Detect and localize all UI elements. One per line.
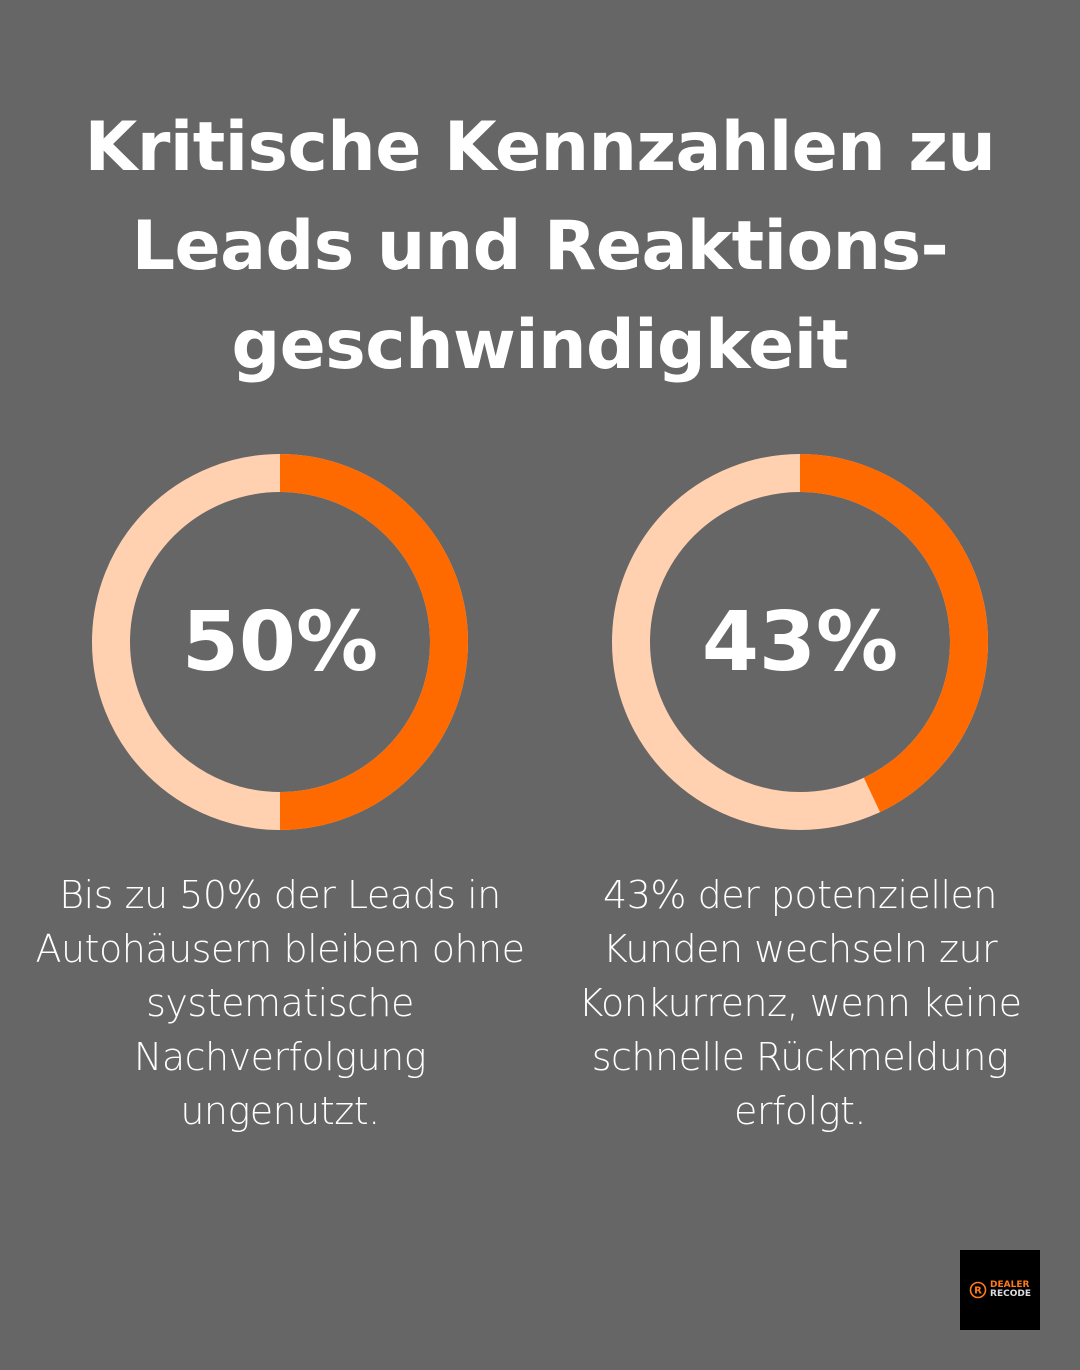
title-line: Kritische Kennzahlen zu [84, 108, 996, 187]
title-line: geschwindigkeit [231, 306, 849, 385]
stat-description-1: Bis zu 50% der Leads in Autohäusern blei… [35, 873, 525, 1133]
logo-text-recode: RECODE [990, 1289, 1031, 1299]
r-circle-icon: R [969, 1281, 987, 1299]
brand-logo: R DEALER RECODE [960, 1250, 1040, 1330]
stat-description-2: 43% der potenziellen Kunden wechseln zur… [578, 873, 1022, 1133]
svg-text:R: R [974, 1286, 982, 1297]
logo-text-dealer: DEALER [990, 1280, 1030, 1290]
donut-chart-2: 43% [612, 454, 989, 830]
title-line: Leads und Reaktions- [131, 207, 949, 286]
donut-value-arc [279, 454, 468, 830]
page-title: Kritische Kennzahlen zu Leads und Reakti… [0, 98, 1080, 395]
donut-value-label: 43% [702, 595, 898, 690]
donut-value-label: 50% [182, 595, 378, 690]
donut-chart-1: 50% [92, 454, 468, 830]
donut-value-arc [799, 454, 989, 813]
